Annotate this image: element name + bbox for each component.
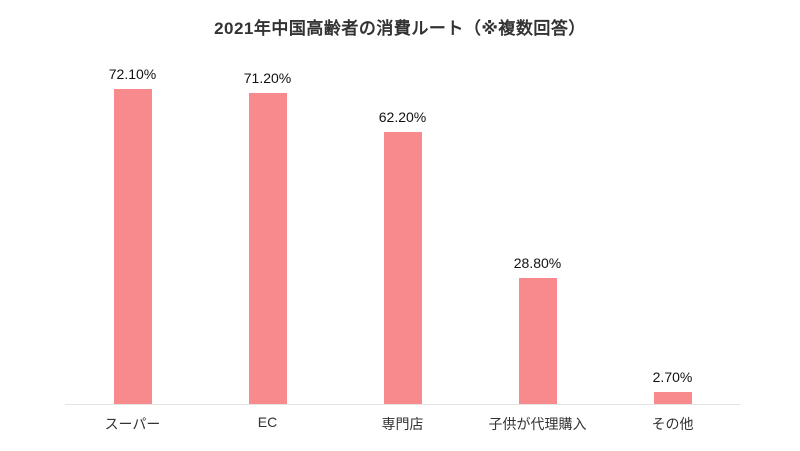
category-label: その他 [651, 416, 694, 432]
bar-value-label: 62.20% [378, 108, 427, 125]
bar-column: 71.20% [200, 57, 335, 404]
bar-value-label: 2.70% [652, 369, 693, 386]
chart-title: 2021年中国高齢者の消費ルート（※複数回答） [214, 19, 586, 38]
bar [113, 88, 152, 404]
bar [518, 278, 557, 404]
category-label: 子供が代理購入 [488, 416, 587, 432]
bar [383, 131, 422, 404]
bar [653, 392, 692, 404]
bar-column: 2.70% [605, 57, 740, 404]
bar-chart: 72.10% 71.20% 62.20% 28.80% 2.70% スーパー EC 専門店 子… [65, 57, 740, 434]
category-label: スーパー [104, 416, 161, 432]
bar-value-label: 28.80% [513, 255, 562, 271]
bar-column: 72.10% [65, 57, 200, 404]
bar-value-label: 71.20% [243, 69, 292, 86]
category-label: 専門店 [381, 416, 424, 432]
bar [248, 92, 287, 404]
bar-value-label: 72.10% [108, 65, 157, 82]
category-axis: スーパー EC 専門店 子供が代理購入 その他 [65, 405, 740, 434]
plot-area: 72.10% 71.20% 62.20% 28.80% 2.70% [65, 57, 740, 405]
category-label: EC [257, 414, 278, 430]
bar-column: 62.20% [335, 57, 470, 404]
bar-column: 28.80% [470, 57, 605, 404]
